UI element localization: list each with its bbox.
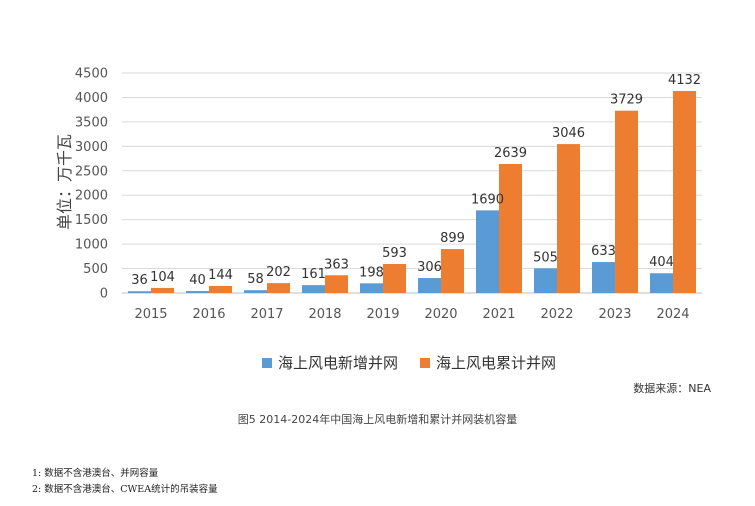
data-label-new: 36: [131, 273, 148, 288]
data-label-cumulative: 202: [266, 265, 291, 280]
x-tick-label: 2015: [134, 307, 167, 322]
y-tick-label: 500: [83, 262, 108, 277]
bar-new: [418, 278, 441, 293]
x-tick-label: 2017: [250, 307, 283, 322]
data-label-new: 161: [301, 267, 326, 282]
y-tick-label: 2000: [75, 189, 108, 204]
bar-cumulative: [673, 90, 696, 293]
x-tick-label: 2020: [424, 307, 457, 322]
legend-label-new: 海上风电新增并网: [278, 354, 399, 372]
x-tick-label: 2018: [308, 307, 341, 322]
figure-caption: 图5 2014-2024年中国海上风电新增和累计并网装机容量: [237, 413, 518, 426]
data-label-cumulative: 593: [382, 246, 407, 261]
data-label-new: 306: [417, 260, 442, 275]
bar-cumulative: [499, 163, 522, 293]
data-label-cumulative: 3729: [610, 93, 643, 108]
y-tick-label: 3500: [75, 115, 108, 130]
data-source: 数据来源：NEA: [633, 382, 711, 395]
x-tick-label: 2021: [482, 307, 515, 322]
legend: 海上风电新增并网 海上风电累计并网: [262, 352, 556, 373]
gridlines: [122, 72, 702, 294]
data-label-cumulative: 2639: [494, 146, 527, 161]
y-tick-label: 3000: [75, 140, 108, 155]
data-label-cumulative: 4132: [668, 73, 701, 88]
x-axis-ticks: 2015 2016 2017 2018 2019 2020 2021 2022 2023 2024: [134, 307, 689, 322]
data-label-cumulative: 363: [324, 257, 349, 272]
y-tick-label: 1000: [75, 238, 108, 253]
data-label-cumulative: 3046: [552, 126, 585, 141]
legend-label-cumulative: 海上风电累计并网: [436, 354, 557, 372]
bar-new: [128, 291, 151, 293]
data-label-new: 633: [591, 244, 616, 259]
data-label-new: 404: [649, 255, 674, 270]
bar-new: [476, 210, 499, 293]
data-label-new: 58: [247, 272, 264, 287]
x-tick-label: 2016: [192, 307, 225, 322]
bar-new: [302, 285, 325, 293]
bar-cumulative: [441, 249, 464, 293]
y-axis-ticks: 0 500 1000 1500 2000 2500 3000 3500 4000 4500: [75, 67, 108, 302]
bar-cumulative: [151, 287, 174, 293]
footnote-2: 2: 数据不含港澳台、CWEA统计的吊装容量: [32, 484, 218, 495]
bar-cumulative: [267, 283, 290, 293]
y-axis-label: 单位：万千瓦: [55, 134, 74, 230]
y-tick-label: 1500: [75, 213, 108, 228]
bar-cumulative: [557, 144, 580, 293]
bar-new: [360, 283, 383, 293]
bar-cumulative: [383, 264, 406, 293]
data-label-cumulative: 899: [440, 231, 465, 246]
legend-swatch-new: [262, 357, 272, 368]
footnote-1: 1: 数据不含港澳台、并网容量: [32, 468, 159, 479]
y-tick-label: 4500: [75, 67, 108, 82]
data-label-cumulative: 144: [208, 268, 233, 283]
y-tick-label: 2500: [75, 164, 108, 179]
footnotes: 1: 数据不含港澳台、并网容量 2: 数据不含港澳台、CWEA统计的吊装容量: [32, 466, 218, 498]
x-tick-label: 2023: [598, 307, 631, 322]
bar-new: [186, 291, 209, 293]
bar-new: [650, 273, 673, 293]
legend-item-cumulative: 海上风电累计并网: [420, 352, 556, 373]
x-tick-label: 2024: [656, 307, 689, 322]
data-label-new: 505: [533, 250, 558, 265]
bar-new: [592, 262, 615, 293]
x-tick-label: 2022: [540, 307, 573, 322]
data-label-new: 40: [189, 273, 206, 288]
bar-new: [534, 268, 557, 293]
legend-swatch-cumulative: [420, 357, 431, 368]
y-tick-label: 4000: [75, 91, 108, 106]
bar-new: [244, 290, 267, 293]
x-tick-label: 2019: [366, 307, 399, 322]
data-label-new: 1690: [471, 192, 504, 207]
bar-cumulative: [615, 110, 638, 294]
bars: [128, 90, 696, 294]
bar-cumulative: [325, 275, 348, 293]
bar-cumulative: [209, 285, 232, 293]
data-label-cumulative: 104: [150, 270, 175, 285]
legend-item-new: 海上风电新增并网: [262, 352, 398, 373]
y-tick-label: 0: [100, 287, 108, 302]
data-label-new: 198: [359, 265, 384, 280]
